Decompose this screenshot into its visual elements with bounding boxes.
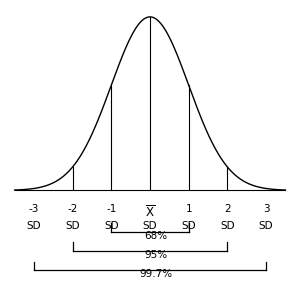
- Text: SD: SD: [27, 221, 41, 231]
- Text: -3: -3: [29, 204, 39, 214]
- Text: 68%: 68%: [144, 231, 167, 241]
- Text: 3: 3: [263, 204, 269, 214]
- Text: $\overline{\mathregular{X}}$: $\overline{\mathregular{X}}$: [145, 204, 155, 220]
- Text: SD: SD: [259, 221, 273, 231]
- Text: 1: 1: [185, 204, 192, 214]
- Text: SD: SD: [65, 221, 80, 231]
- Text: SD: SD: [104, 221, 118, 231]
- Text: 2: 2: [224, 204, 231, 214]
- Text: -1: -1: [106, 204, 116, 214]
- Text: SD: SD: [220, 221, 235, 231]
- Text: SD: SD: [182, 221, 196, 231]
- Text: -2: -2: [68, 204, 78, 214]
- Text: 99.7%: 99.7%: [139, 269, 172, 279]
- Text: SD: SD: [143, 221, 157, 231]
- Text: 95%: 95%: [144, 250, 167, 260]
